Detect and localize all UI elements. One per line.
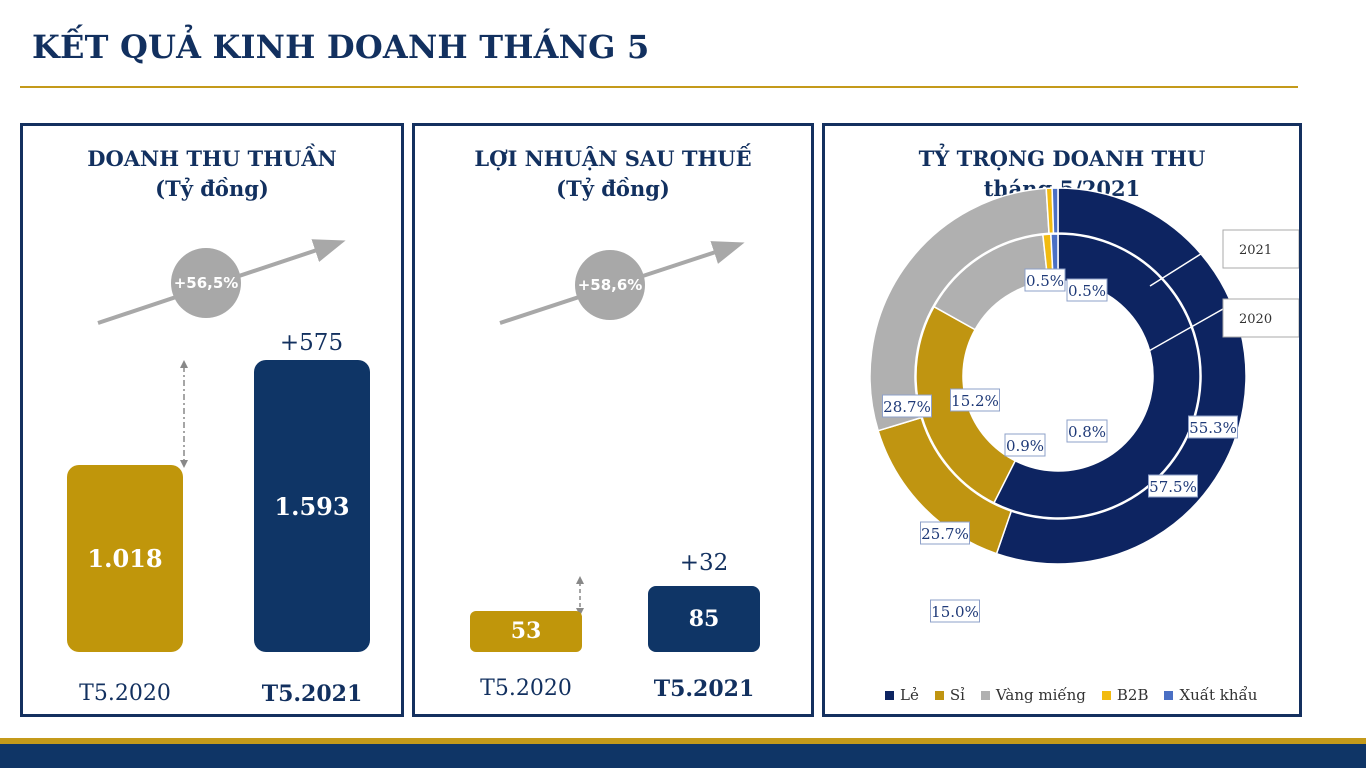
donut-label-text: 28.7% (883, 398, 931, 416)
legend-swatch (934, 690, 944, 700)
legend-swatch (1164, 690, 1174, 700)
legend-item: Sỉ (934, 686, 965, 704)
revenue-diff-indicator (180, 360, 188, 468)
profit-bar-2020: 53 (470, 610, 582, 652)
legend-label: B2B (1116, 686, 1149, 704)
revenue-heading-title: DOANH THU THUẦN (87, 146, 337, 171)
legend-label: Xuất khẩu (1179, 686, 1258, 704)
donut-label-text: 55.3% (1189, 419, 1237, 437)
legend-swatch (1101, 690, 1111, 700)
profit-heading: LỢI NHUẬN SAU THUẾ (Tỷ đồng) (415, 144, 811, 204)
legend-swatch (980, 690, 990, 700)
donut-label-text: 57.5% (1149, 478, 1197, 496)
revenue-bar-2020-value: 1.018 (87, 544, 163, 574)
revenue-bar-2021: 1.593 (254, 360, 370, 652)
revenue-panel: DOANH THU THUẦN (Tỷ đồng) +56,5% +575 1.… (20, 123, 404, 717)
donut-label-text: 0.9% (1006, 437, 1044, 455)
revenue-heading: DOANH THU THUẦN (Tỷ đồng) (23, 144, 401, 204)
profit-diff-label: +32 (679, 550, 729, 576)
donut-label-text: 25.7% (921, 525, 969, 543)
page-title: KẾT QUẢ KINH DOANH THÁNG 5 (32, 28, 650, 66)
callout-text-2021: 2021 (1239, 243, 1272, 258)
callout-box-2021 (1222, 229, 1299, 269)
donut-label-2020-0: 57.5% (1148, 474, 1198, 498)
legend-item: B2B (1101, 686, 1149, 704)
revenue-diff-label: +575 (279, 330, 344, 356)
callout-box-2020 (1222, 298, 1299, 338)
title-divider (20, 86, 1298, 88)
donut-label-text: 0.5% (1026, 272, 1064, 290)
profit-period-2021: T5.2021 (653, 676, 755, 702)
legend-label: Sỉ (949, 686, 965, 704)
donut-label-2021-1: 15.0% (930, 599, 980, 623)
share-panel: TỶ TRỌNG DOANH THU tháng 5/2021 55.3% 15.… (822, 123, 1302, 717)
legend-item: Vàng miếng (980, 686, 1086, 704)
donut-label-2021-4: 0.5% (1066, 278, 1108, 302)
revenue-period-2020: T5.2020 (79, 681, 171, 706)
donut-label-2020-3: 0.9% (1004, 433, 1046, 457)
footer-band (0, 738, 1366, 768)
donut-slice-2021-4 (1051, 187, 1059, 234)
donut-label-2020-4: 0.8% (1066, 419, 1108, 443)
legend-label: Lẻ (900, 686, 919, 704)
callout-text-2020: 2020 (1239, 312, 1272, 327)
donut-label-2020-2: 15.2% (950, 388, 1000, 412)
share-legend: Lẻ Sỉ Vàng miếng B2B Xuất khẩu (885, 686, 1257, 704)
donut-label-text: 0.8% (1068, 423, 1106, 441)
profit-growth-badge: +58,6% (575, 250, 645, 320)
revenue-period-2021: T5.2021 (261, 681, 363, 707)
revenue-bar-2020: 1.018 (67, 465, 183, 652)
profit-heading-title: LỢI NHUẬN SAU THUẾ (474, 146, 752, 171)
legend-swatch (885, 690, 894, 700)
profit-bar-2021-value: 85 (688, 606, 720, 632)
share-heading-title: TỶ TRỌNG DOANH THU (918, 146, 1206, 171)
profit-bar-2021: 85 (648, 586, 760, 652)
donut-label-2021-0: 55.3% (1188, 415, 1238, 439)
revenue-bar-2021-value: 1.593 (274, 491, 350, 521)
profit-heading-unit: (Tỷ đồng) (556, 176, 670, 201)
profit-bar-2020-value: 53 (510, 618, 542, 645)
donut-label-2020-1: 25.7% (920, 521, 970, 545)
donut-label-2021-3: 0.5% (1024, 268, 1066, 292)
donut-label-text: 0.5% (1068, 282, 1106, 300)
profit-panel: LỢI NHUẬN SAU THUẾ (Tỷ đồng) +58,6% +32 … (412, 123, 814, 717)
legend-item: Lẻ (885, 686, 919, 704)
profit-period-2020: T5.2020 (480, 676, 572, 701)
donut-label-2021-2: 28.7% (882, 394, 932, 418)
donut-slice-2021-0 (995, 187, 1247, 565)
donut-label-text: 15.0% (931, 603, 979, 621)
revenue-heading-unit: (Tỷ đồng) (155, 176, 269, 201)
share-donut-chart: 55.3% 15.0% 28.7% 0.5%0.5% 57.5% 25.7% 15.2% 0.… (869, 187, 1299, 623)
donut-label-text: 15.2% (951, 392, 999, 410)
revenue-growth-badge: +56,5% (171, 248, 241, 318)
donut-slice-2020-0 (992, 233, 1201, 519)
legend-label: Vàng miếng (995, 686, 1086, 704)
legend-item: Xuất khẩu (1164, 686, 1257, 704)
